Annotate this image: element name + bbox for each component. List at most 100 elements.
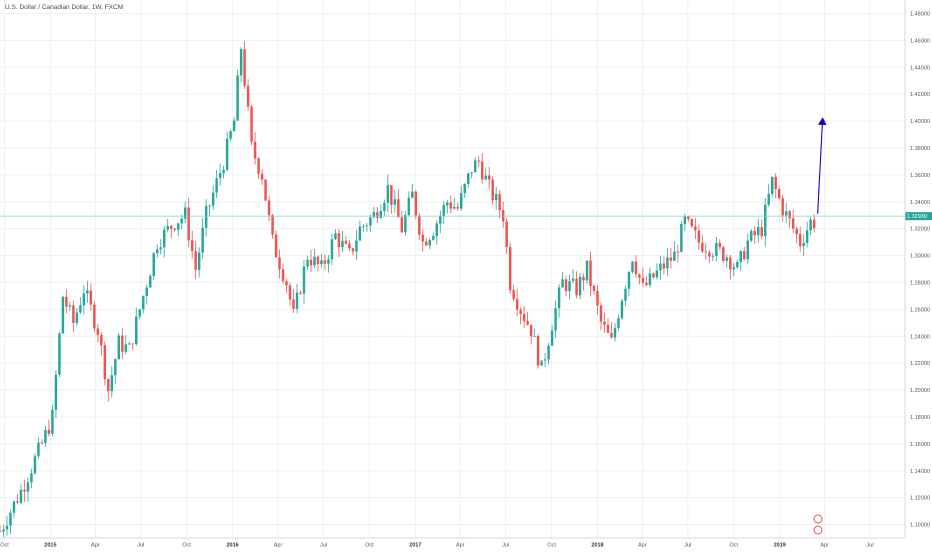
candle-body (138, 309, 141, 317)
candle-body (554, 308, 557, 331)
candle-body (355, 240, 358, 252)
candle-body (729, 257, 732, 270)
candle-body (557, 287, 561, 309)
y-tick-label: 1.46000 (910, 38, 930, 44)
candle-body (110, 375, 114, 392)
candle-body (547, 345, 550, 360)
candle-body (323, 260, 327, 264)
candle-body (295, 292, 299, 309)
candle-body (236, 75, 239, 121)
candle-body (578, 276, 582, 296)
candle-body (564, 279, 568, 292)
candle-body (33, 456, 37, 474)
candle-body (617, 318, 620, 328)
candle-body (435, 223, 438, 236)
event-marker (813, 514, 823, 524)
candle-body (163, 229, 166, 248)
candle-body (784, 211, 788, 216)
candle-body (12, 501, 16, 513)
candle-body (390, 185, 393, 205)
grid-layer (0, 0, 905, 538)
candle-body (145, 287, 148, 297)
candle-body (386, 185, 390, 203)
candle-body (159, 247, 162, 250)
last-price-badge (905, 212, 932, 221)
candle-body (491, 179, 494, 201)
candle-body (96, 328, 100, 335)
y-tick-label: 1.10000 (910, 523, 930, 529)
candle-body (575, 278, 578, 296)
candle-body (194, 251, 197, 270)
candle-body (746, 240, 749, 260)
candle-body (655, 270, 659, 278)
candle-body (316, 256, 320, 265)
candle-body (201, 227, 204, 253)
candle-body (348, 243, 351, 249)
x-tick-label: Oct (547, 543, 556, 549)
candle-body (72, 305, 75, 323)
candle-body (9, 512, 12, 526)
x-tick-label: Oct (730, 543, 739, 549)
candle-body (683, 216, 687, 225)
x-tick-label: Jul (502, 543, 509, 549)
candle-body (253, 141, 257, 159)
candle-body (341, 240, 344, 248)
y-tick-label: 1.42000 (910, 92, 930, 98)
candle-body (522, 314, 526, 321)
candle-body (54, 374, 58, 410)
candle-body (711, 255, 715, 257)
candle-body (750, 230, 753, 241)
candle-body (372, 212, 376, 218)
chart-title: U.S. Dollar / Canadian Dollar, 1W, FXCM (5, 4, 124, 11)
candle-body (404, 214, 407, 233)
candle-body (732, 267, 736, 270)
candle-body (634, 261, 638, 275)
candle-body (690, 219, 694, 227)
candle-body (89, 290, 93, 305)
candle-body (606, 324, 610, 333)
candle-body (484, 175, 487, 180)
candle-body (666, 257, 669, 269)
candle-body (218, 173, 222, 179)
y-tick-label: 1.34000 (910, 200, 930, 206)
candle-body (641, 277, 645, 283)
candle-body (708, 252, 711, 257)
y-tick-label: 1.12000 (910, 496, 930, 502)
candle-body (204, 205, 208, 228)
candle-body (309, 259, 313, 266)
candle-body (449, 202, 452, 209)
candle-body (470, 172, 473, 174)
y-tick-label: 1.36000 (910, 173, 930, 179)
candle-body (142, 296, 145, 310)
candle-body (271, 215, 274, 235)
candle-body (93, 304, 96, 329)
candle-body (267, 200, 271, 216)
candle-body (246, 85, 250, 107)
candle-body (442, 205, 445, 216)
candle-body (358, 226, 362, 241)
x-tick-label: Jul (867, 543, 874, 549)
candle-body (128, 343, 131, 345)
candle-body (603, 321, 606, 325)
candle-body (802, 242, 805, 247)
x-tick-label: Apr (91, 543, 100, 549)
candle-body (47, 429, 51, 434)
candle-body (393, 199, 397, 205)
x-tick-label: Apr (274, 543, 283, 549)
candle-body (383, 202, 386, 212)
candle-body (107, 379, 110, 392)
candle-body (770, 176, 774, 194)
candle-body (79, 305, 82, 313)
candle-body (306, 259, 309, 267)
candle-body (418, 215, 421, 235)
x-tick-label: Jul (684, 543, 691, 549)
candle-body (337, 233, 341, 248)
candle-body (669, 257, 673, 261)
candle-body (680, 224, 683, 252)
candle-body (44, 429, 47, 443)
candle-body (659, 263, 662, 271)
candle-body (2, 529, 5, 532)
candle-body (117, 335, 121, 360)
candle-body (121, 335, 124, 352)
candle-body (648, 273, 652, 286)
